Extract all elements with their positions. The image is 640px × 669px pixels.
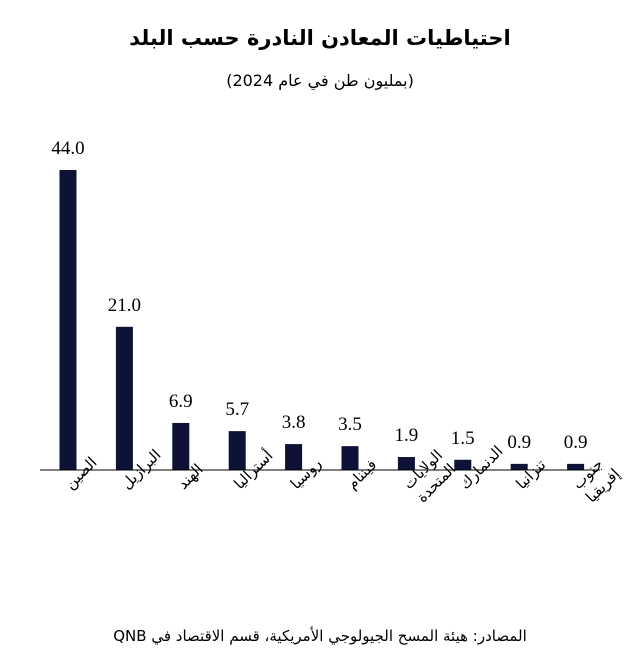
bar-value-label: 21.0 (108, 295, 141, 316)
bar (510, 463, 528, 470)
bar (454, 459, 472, 470)
bar (397, 457, 415, 470)
bar-value-label: 0.9 (507, 432, 531, 453)
chart-title: احتياطيات المعادن النادرة حسب البلد (129, 26, 511, 50)
bar (285, 444, 303, 470)
bar (59, 170, 77, 470)
bar (115, 326, 133, 470)
bar (567, 463, 585, 470)
bar (172, 422, 190, 470)
bar-value-label: 3.8 (282, 412, 306, 433)
source-note: المصادر: هيئة المسح الجيولوجي الأمريكية،… (113, 627, 527, 645)
bar-value-label: 1.9 (395, 425, 419, 446)
category-label: جنوبإفريقيا (569, 451, 624, 506)
chart-subtitle: (بمليون طن في عام 2024) (226, 71, 414, 90)
bar-value-label: 44.0 (51, 138, 84, 159)
bar-value-label: 0.9 (564, 432, 588, 453)
bar-value-label: 1.5 (451, 428, 475, 449)
bar-value-label: 6.9 (169, 391, 193, 412)
bar-value-label: 3.5 (338, 414, 362, 435)
category-label: تنزانيا (512, 456, 549, 493)
bar (228, 431, 246, 470)
bar (341, 446, 359, 470)
category-label: الولاياتالمتحدة (400, 446, 460, 506)
bar-value-label: 5.7 (225, 399, 249, 420)
